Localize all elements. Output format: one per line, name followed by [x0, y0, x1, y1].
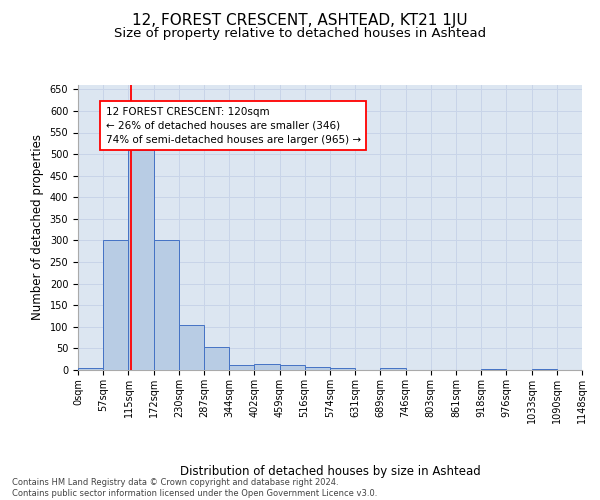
Bar — [204, 347, 229, 370]
Bar — [229, 365, 254, 370]
Bar — [103, 240, 128, 370]
Bar — [280, 365, 305, 370]
Text: Size of property relative to detached houses in Ashtead: Size of property relative to detached ho… — [114, 28, 486, 40]
Bar — [179, 324, 204, 370]
Bar — [154, 240, 179, 370]
Text: Contains HM Land Registry data © Crown copyright and database right 2024.
Contai: Contains HM Land Registry data © Crown c… — [12, 478, 377, 498]
Text: 12 FOREST CRESCENT: 120sqm
← 26% of detached houses are smaller (346)
74% of sem: 12 FOREST CRESCENT: 120sqm ← 26% of deta… — [106, 106, 361, 144]
Bar — [532, 368, 557, 370]
Y-axis label: Number of detached properties: Number of detached properties — [31, 134, 44, 320]
Bar — [305, 366, 330, 370]
Bar — [481, 368, 506, 370]
Bar — [380, 368, 406, 370]
X-axis label: Distribution of detached houses by size in Ashtead: Distribution of detached houses by size … — [179, 464, 481, 477]
Bar — [254, 364, 280, 370]
Bar — [128, 150, 154, 370]
Text: 12, FOREST CRESCENT, ASHTEAD, KT21 1JU: 12, FOREST CRESCENT, ASHTEAD, KT21 1JU — [132, 12, 468, 28]
Bar — [78, 368, 103, 370]
Bar — [330, 368, 355, 370]
